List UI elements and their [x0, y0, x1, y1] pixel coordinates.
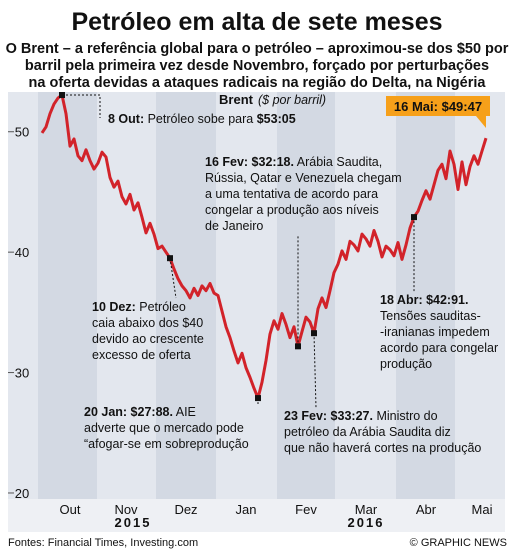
year-label: 2015 [115, 515, 152, 530]
month-stripe [38, 92, 97, 499]
annotation-text: devido ao crescente [92, 332, 204, 346]
annotation-text: Ministro do [376, 409, 437, 423]
annotation-price: $53:05 [257, 112, 296, 126]
annotation-text: a uma tentativa de acordo para [205, 187, 378, 201]
x-tick-label: Jan [236, 502, 257, 517]
annotation-date: 20 Jan: $27:88. [84, 405, 173, 419]
annotation-date: 10 Dez: [92, 300, 136, 314]
x-tick-label: Nov [114, 502, 138, 517]
chart-title: Petróleo em alta de sete meses [71, 8, 442, 36]
month-stripe [277, 92, 335, 499]
annotation-text: Arábia Saudita, [297, 155, 382, 169]
annotation-date: 16 Fev: $32:18. [205, 155, 294, 169]
annotation-text: de Janeiro [205, 219, 263, 233]
point-marker [167, 255, 173, 262]
point-marker [411, 214, 417, 221]
y-tick-label: 20 [15, 486, 29, 501]
annotation-text: excesso de oferta [92, 348, 191, 362]
annotation-text: produção [380, 357, 432, 371]
x-tick-label: Fev [295, 502, 317, 517]
source: Fontes: Financial Times, Investing.com [8, 537, 198, 549]
annotation: 10 Dez: Petróleo caia abaixo dos $40 devid… [92, 300, 204, 362]
annotation: 18 Abr: $42:91. Tensões sauditas- -iranian… [380, 293, 498, 371]
subtitle: O Brent – a referência global para o pet… [6, 41, 509, 57]
callout-box [386, 96, 490, 116]
subtitle: na oferta devidas a ataques radicais na … [29, 75, 487, 91]
annotation-text: congelar a produção aos níveis [205, 203, 379, 217]
annotation-text: que não haverá cortes na produção [284, 441, 481, 455]
annotation-text: Petróleo [139, 300, 186, 314]
x-tick-label: Out [60, 502, 81, 517]
annotations: 8 Out: Petróleo sobe para $53:05 16 Fev:… [84, 96, 498, 455]
x-axis-band [8, 499, 505, 532]
price-line [40, 93, 488, 400]
month-stripe [156, 92, 216, 499]
annotation-text: petróleo da Arábia Saudita diz [284, 425, 451, 439]
point-marker [295, 343, 301, 350]
credit: © GRAPHIC NEWS [410, 537, 507, 549]
callout-pointer [476, 116, 486, 128]
point-marker [255, 395, 261, 402]
annotation-text: Petróleo sobe para [148, 112, 254, 126]
annotation-text: “afogar-se em sobreprodução [84, 437, 249, 451]
callout-text: 16 Mai: $49:47 [394, 99, 482, 114]
x-tick-label: Mar [355, 502, 378, 517]
annotation-text: Rússia, Qatar e Venezuela chegam [205, 171, 402, 185]
annotation-date: 23 Fev: $33:27. [284, 409, 373, 423]
y-tick-label: 50 [15, 125, 29, 140]
y-tick-label: 40 [15, 245, 29, 260]
annotation: 16 Fev: $32:18. Arábia Saudita, Rússia, Q… [205, 155, 402, 233]
unit-label: ($ por barril) [258, 93, 326, 107]
annotation: 20 Jan: $27:88. AIE adverte que o mercado… [84, 405, 249, 451]
y-tick-label: 30 [15, 366, 29, 381]
series-label: Brent [219, 92, 254, 107]
point-marker [311, 330, 317, 337]
annotation-date: 8 Out: [108, 112, 144, 126]
annotation-text: acordo para congelar [380, 341, 498, 355]
annotation-date: 18 Abr: $42:91. [380, 293, 468, 307]
x-tick-label: Dez [174, 502, 197, 517]
leader-line [62, 94, 101, 118]
leader-line [313, 333, 317, 409]
annotation: 23 Fev: $33:27. Ministro do petróleo da A… [284, 409, 481, 455]
annotation-text: caia abaixo dos $40 [92, 316, 203, 330]
x-tick-label: Abr [416, 502, 437, 517]
annotation-text: Tensões sauditas- [380, 309, 481, 323]
annotation: 8 Out: Petróleo sobe para $53:05 [108, 112, 296, 126]
point-marker [59, 92, 65, 99]
leader-line [169, 258, 177, 299]
year-label: 2016 [348, 515, 385, 530]
annotation-text: adverte que o mercado pode [84, 421, 244, 435]
marks: 20 30 40 50 Out Nov Dez Jan Fev Mar Abr Mai [8, 92, 493, 517]
annotation-text: -iranianas impedem [380, 325, 490, 339]
annotation-text: AIE [176, 405, 196, 419]
subtitle: barril pela primeira vez desde Novembro,… [25, 58, 489, 74]
month-stripe [396, 92, 455, 499]
x-tick-label: Mai [472, 502, 493, 517]
